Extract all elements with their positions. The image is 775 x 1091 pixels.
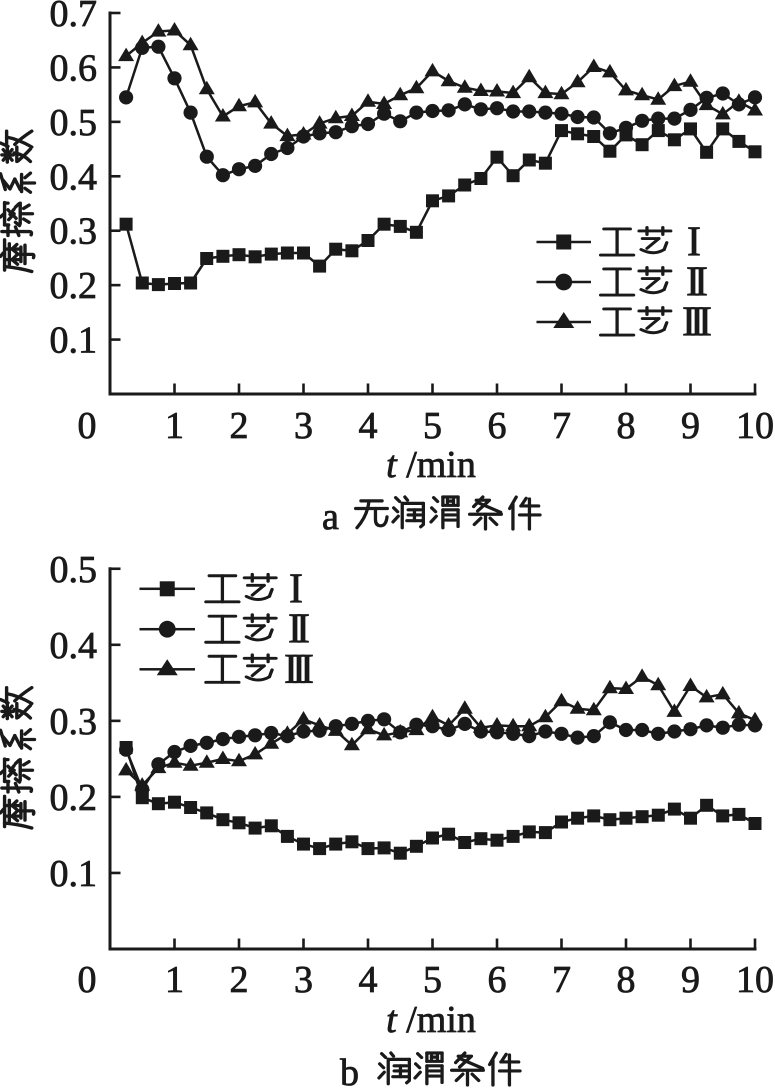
- svg-text:4: 4: [359, 405, 378, 447]
- svg-text:0.6: 0.6: [50, 47, 98, 89]
- svg-text:8: 8: [617, 959, 636, 1001]
- svg-text:0.5: 0.5: [50, 102, 98, 144]
- svg-text:0.2: 0.2: [50, 265, 98, 307]
- svg-text:0: 0: [78, 959, 97, 1001]
- svg-text:t /min: t /min: [386, 444, 476, 486]
- svg-text:5: 5: [423, 405, 442, 447]
- svg-text:2: 2: [230, 959, 249, 1001]
- svg-text:I: I: [687, 220, 701, 266]
- svg-text:0.3: 0.3: [50, 211, 98, 253]
- svg-text:5: 5: [423, 959, 442, 1001]
- svg-text:0: 0: [78, 405, 97, 447]
- svg-text:8: 8: [617, 405, 636, 447]
- svg-text:0.1: 0.1: [50, 853, 98, 895]
- svg-text:0.4: 0.4: [50, 625, 98, 667]
- svg-text:4: 4: [359, 959, 378, 1001]
- svg-text:3: 3: [294, 405, 313, 447]
- svg-text:7: 7: [552, 959, 571, 1001]
- svg-text:1: 1: [165, 405, 184, 447]
- svg-text:b: b: [340, 1052, 359, 1091]
- svg-text:3: 3: [294, 959, 313, 1001]
- svg-text:0.1: 0.1: [50, 320, 98, 362]
- svg-text:0.4: 0.4: [50, 156, 98, 198]
- svg-text:1: 1: [165, 959, 184, 1001]
- svg-text:a: a: [322, 496, 339, 538]
- svg-text:10: 10: [736, 405, 774, 447]
- svg-text:0.2: 0.2: [50, 777, 98, 819]
- svg-text:6: 6: [488, 959, 507, 1001]
- svg-text:2: 2: [230, 405, 249, 447]
- svg-text:0.3: 0.3: [50, 701, 98, 743]
- svg-text:10: 10: [736, 959, 774, 1001]
- svg-text:t /min: t /min: [386, 999, 476, 1041]
- svg-text:6: 6: [488, 405, 507, 447]
- svg-text:9: 9: [681, 405, 700, 447]
- svg-text:9: 9: [681, 959, 700, 1001]
- svg-text:0.5: 0.5: [50, 549, 98, 591]
- svg-text:7: 7: [552, 405, 571, 447]
- svg-text:0.7: 0.7: [50, 0, 98, 35]
- svg-text:I: I: [289, 566, 303, 612]
